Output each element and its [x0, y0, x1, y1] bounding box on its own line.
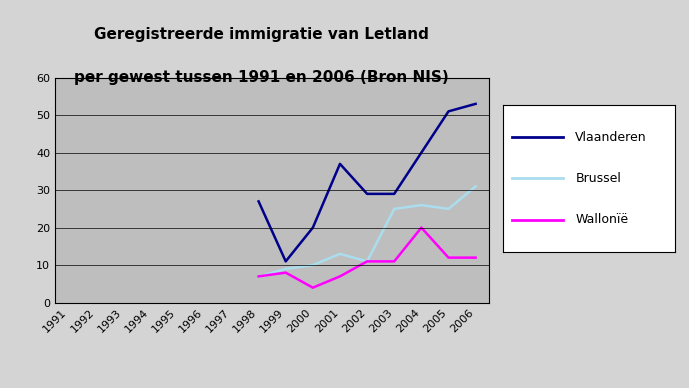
Wallonïë — [390, 259, 398, 264]
Vlaanderen — [309, 225, 317, 230]
Brussel — [336, 251, 344, 256]
Line: Vlaanderen: Vlaanderen — [258, 104, 475, 262]
Line: Wallonïë: Wallonïë — [258, 228, 475, 288]
Wallonïë — [254, 274, 263, 279]
Vlaanderen — [363, 192, 371, 196]
Vlaanderen — [282, 259, 290, 264]
Wallonïë — [444, 255, 453, 260]
Wallonïë — [309, 285, 317, 290]
Brussel — [254, 274, 263, 279]
Wallonïë — [336, 274, 344, 279]
Vlaanderen — [336, 161, 344, 166]
Brussel — [282, 267, 290, 271]
Text: per gewest tussen 1991 en 2006 (Bron NIS): per gewest tussen 1991 en 2006 (Bron NIS… — [74, 70, 449, 85]
Vlaanderen — [418, 150, 426, 155]
Wallonïë — [471, 255, 480, 260]
Wallonïë — [418, 225, 426, 230]
Brussel — [471, 184, 480, 189]
Vlaanderen — [444, 109, 453, 114]
Brussel — [309, 263, 317, 267]
Vlaanderen — [390, 192, 398, 196]
Text: Wallonïë: Wallonïë — [575, 213, 628, 226]
Brussel — [363, 259, 371, 264]
Brussel — [444, 206, 453, 211]
Brussel — [390, 206, 398, 211]
Wallonïë — [282, 270, 290, 275]
Brussel — [418, 203, 426, 208]
Text: Vlaanderen: Vlaanderen — [575, 131, 647, 144]
Text: Brussel: Brussel — [575, 172, 621, 185]
Line: Brussel: Brussel — [258, 186, 475, 276]
Vlaanderen — [471, 102, 480, 106]
Wallonïë — [363, 259, 371, 264]
Vlaanderen — [254, 199, 263, 204]
Text: Geregistreerde immigratie van Letland: Geregistreerde immigratie van Letland — [94, 27, 429, 42]
